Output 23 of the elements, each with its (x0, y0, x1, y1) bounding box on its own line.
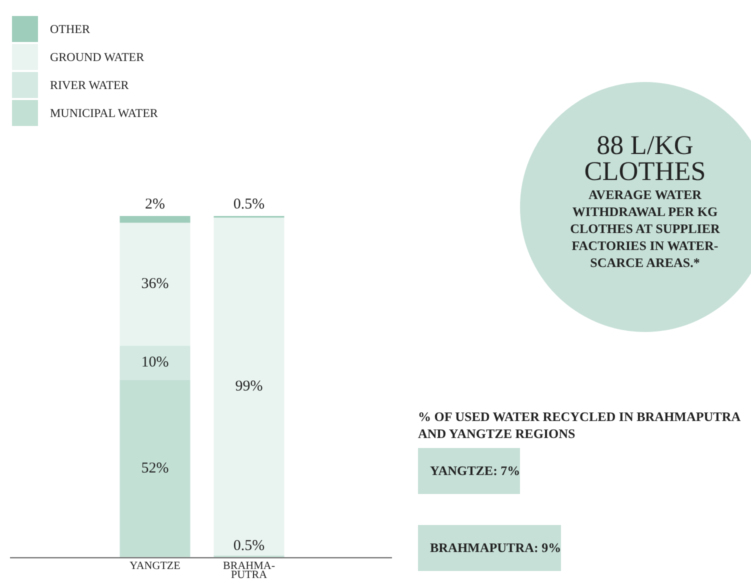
bar (120, 216, 190, 223)
data-label: 0.5% (233, 196, 265, 212)
x-tick-label: YANGTZE (130, 560, 181, 572)
data-label: 0.5% (233, 538, 265, 554)
legend-label: GROUND WATER (50, 50, 144, 64)
bar (120, 346, 190, 380)
bar (214, 218, 284, 556)
text: % OF USED WATER RECYCLED IN BRAHMAPUTRA AND YANGTZE REGIONS (418, 408, 742, 442)
bar (120, 222, 190, 346)
data-label: 36% (141, 276, 169, 292)
data-label: 52% (141, 460, 169, 476)
text: BRAHMAPUTRA: 9% (418, 525, 562, 571)
bar (120, 380, 190, 558)
text: AVERAGE WATER WITHDRAWAL PER KG CLOTHES AT SUPPLIER FACTORIES IN WATER-SCARCE AREAS.* (569, 186, 721, 271)
text: YANGTZE: 7% (418, 448, 520, 494)
x-tick-label: BRAHMA-PUTRA (223, 560, 276, 582)
text: 88 L/KG CLOTHES (583, 130, 707, 186)
data-label: 10% (141, 354, 169, 371)
legend-label: MUNICIPAL WATER (50, 106, 158, 120)
data-label: 99% (235, 378, 263, 395)
legend-label: OTHER (50, 22, 90, 36)
data-label: 2% (145, 196, 165, 212)
legend-label: RIVER WATER (50, 78, 129, 92)
